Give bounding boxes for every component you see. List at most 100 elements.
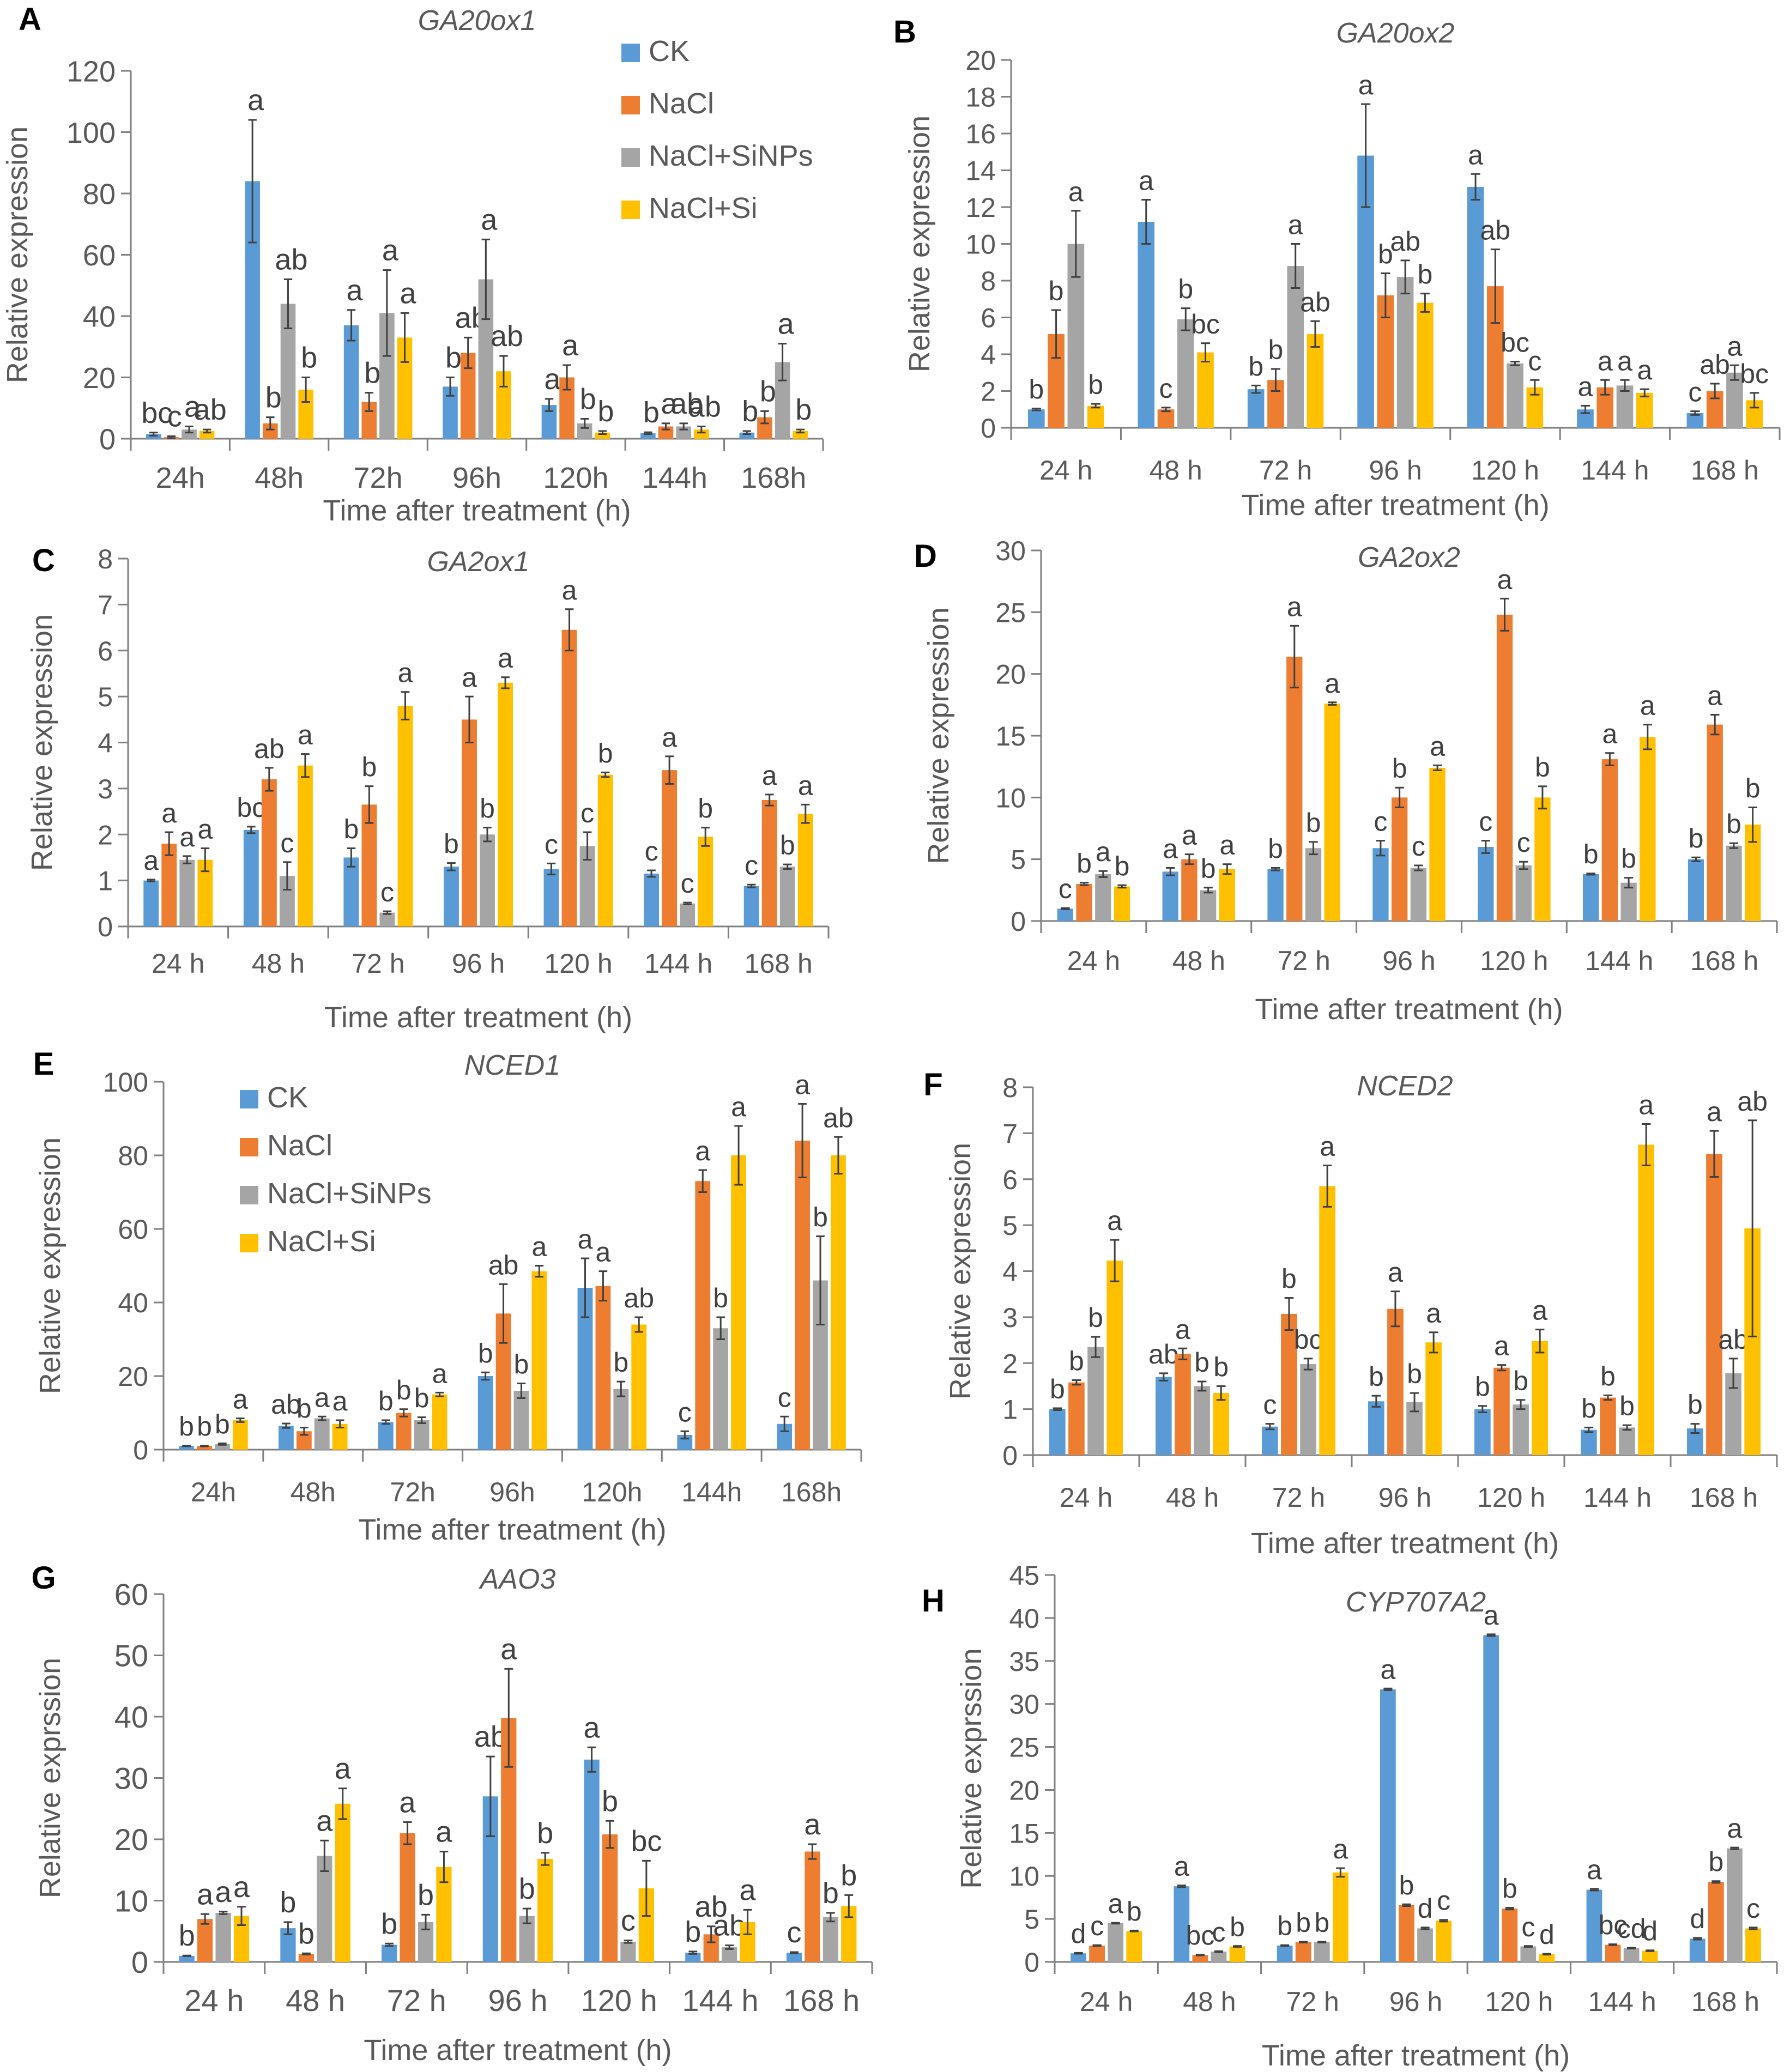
bar-h-ck bbox=[1071, 1953, 1086, 1962]
bar-c-nacl bbox=[761, 799, 777, 926]
bar-c-ck bbox=[644, 873, 660, 926]
bar-f-nacl-si bbox=[1638, 1144, 1654, 1455]
y-tick-label: 30 bbox=[114, 1761, 148, 1796]
significance-letter: b bbox=[1621, 844, 1636, 874]
significance-letter: a bbox=[400, 1786, 416, 1819]
significance-letter: b bbox=[519, 1873, 535, 1905]
x-tick-label: 48 h bbox=[286, 1983, 345, 2018]
significance-letter: b bbox=[1077, 849, 1092, 879]
bar-f-nacl-si bbox=[1425, 1342, 1442, 1455]
x-tick-label: 120h bbox=[543, 462, 608, 494]
y-tick-label: 10 bbox=[1009, 1861, 1039, 1892]
significance-letter: b bbox=[580, 383, 596, 415]
significance-letter: d bbox=[1690, 1904, 1705, 1934]
bar-f-nacl bbox=[1175, 1354, 1191, 1455]
significance-letter: a bbox=[1333, 1834, 1348, 1864]
significance-letter: b bbox=[1513, 1366, 1528, 1396]
significance-letter: a bbox=[731, 1092, 746, 1122]
bar-g-ck bbox=[382, 1944, 397, 1962]
bar-d-nacl-si bbox=[1640, 737, 1656, 921]
x-tick-label: 48 h bbox=[252, 948, 305, 979]
significance-letter: ab bbox=[488, 1250, 519, 1280]
bar-e-nacl-si bbox=[232, 1420, 248, 1450]
significance-letter: ab bbox=[1148, 1339, 1179, 1370]
bar-c-ck bbox=[443, 867, 459, 926]
x-tick-label: 72 h bbox=[387, 1983, 446, 2018]
bar-e-ck bbox=[179, 1446, 194, 1450]
x-tick-label: 120 h bbox=[1471, 455, 1539, 486]
significance-letter: a bbox=[1139, 166, 1154, 196]
panel-label: A bbox=[19, 2, 41, 37]
y-tick-label: 15 bbox=[1009, 1818, 1039, 1849]
significance-letter: a bbox=[1174, 1851, 1189, 1882]
significance-letter: b bbox=[378, 1386, 394, 1416]
bar-b-ck bbox=[1467, 186, 1484, 428]
significance-letter: a bbox=[233, 1384, 248, 1415]
bar-c-nacl-sinps bbox=[779, 867, 795, 926]
significance-letter: a bbox=[1497, 564, 1513, 595]
bar-d-ck bbox=[1162, 871, 1178, 921]
significance-letter: a bbox=[400, 277, 417, 310]
bar-c-nacl-sinps bbox=[680, 903, 696, 926]
x-tick-label: 24 h bbox=[1060, 1482, 1112, 1513]
significance-letter: b bbox=[1314, 1907, 1329, 1938]
bar-g-nacl-si bbox=[335, 1803, 350, 1962]
bar-f-nacl-si bbox=[1532, 1341, 1548, 1455]
significance-letter: a bbox=[1640, 690, 1655, 721]
y-tick-label: 6 bbox=[98, 636, 113, 667]
y-tick-label: 50 bbox=[114, 1639, 148, 1673]
y-tick-label: 4 bbox=[98, 728, 113, 759]
bar-g-nacl bbox=[805, 1851, 820, 1962]
significance-letter: a bbox=[161, 798, 177, 828]
bar-d-nacl-si bbox=[1324, 704, 1340, 921]
significance-letter: ab bbox=[670, 387, 703, 420]
significance-letter: b bbox=[1178, 274, 1193, 305]
bar-d-ck bbox=[1582, 874, 1599, 921]
x-axis-label: Time after treatment (h) bbox=[358, 1513, 666, 1546]
bar-c-nacl-si bbox=[297, 765, 313, 926]
y-tick-label: 100 bbox=[66, 117, 116, 149]
y-tick-label: 16 bbox=[965, 119, 996, 149]
bar-f-nacl-si bbox=[1213, 1393, 1229, 1455]
significance-letter: c bbox=[1479, 807, 1492, 837]
bar-d-nacl bbox=[1707, 724, 1723, 921]
x-tick-label: 96 h bbox=[1378, 1482, 1431, 1513]
bar-h-nacl bbox=[1089, 1946, 1105, 1962]
bar-h-nacl bbox=[1399, 1905, 1414, 1962]
bar-a-ck bbox=[343, 325, 359, 439]
x-tick-label: 48h bbox=[291, 1477, 336, 1507]
significance-letter: bc bbox=[1186, 1920, 1214, 1951]
bar-d-nacl-sinps bbox=[1726, 845, 1742, 921]
bar-c-nacl-sinps bbox=[480, 834, 495, 926]
significance-letter: ab bbox=[695, 1891, 728, 1923]
significance-letter: a bbox=[661, 387, 678, 420]
significance-letter: a bbox=[1380, 1654, 1395, 1685]
bar-c-nacl bbox=[361, 804, 377, 926]
significance-letter: b bbox=[1688, 1390, 1703, 1420]
bar-d-nacl-sinps bbox=[1410, 868, 1427, 921]
significance-letter: a bbox=[1707, 1096, 1722, 1127]
legend-label: NaCl+Si bbox=[649, 192, 758, 225]
significance-letter: c bbox=[580, 798, 594, 828]
chart-title: GA2ox2 bbox=[1358, 542, 1460, 573]
bar-g-nacl-sinps bbox=[823, 1917, 838, 1962]
bar-f-nacl-si bbox=[1319, 1186, 1335, 1455]
significance-letter: b bbox=[1581, 1393, 1596, 1423]
bar-e-nacl bbox=[396, 1413, 412, 1450]
significance-letter: b bbox=[478, 1338, 493, 1368]
significance-letter: b bbox=[301, 342, 317, 374]
bar-d-ck bbox=[1372, 848, 1389, 921]
x-tick-label: 96h bbox=[452, 462, 501, 494]
significance-letter: c bbox=[1412, 831, 1425, 862]
panel-label: G bbox=[31, 1560, 56, 1596]
significance-letter: a bbox=[1637, 355, 1652, 385]
significance-letter: c bbox=[545, 829, 558, 859]
significance-letter: b bbox=[480, 793, 495, 824]
bar-c-ck bbox=[743, 886, 759, 926]
bar-g-nacl bbox=[602, 1834, 618, 1962]
legend-swatch bbox=[240, 1186, 258, 1204]
x-tick-label: 168 h bbox=[745, 948, 813, 979]
y-tick-label: 1 bbox=[1002, 1395, 1018, 1425]
